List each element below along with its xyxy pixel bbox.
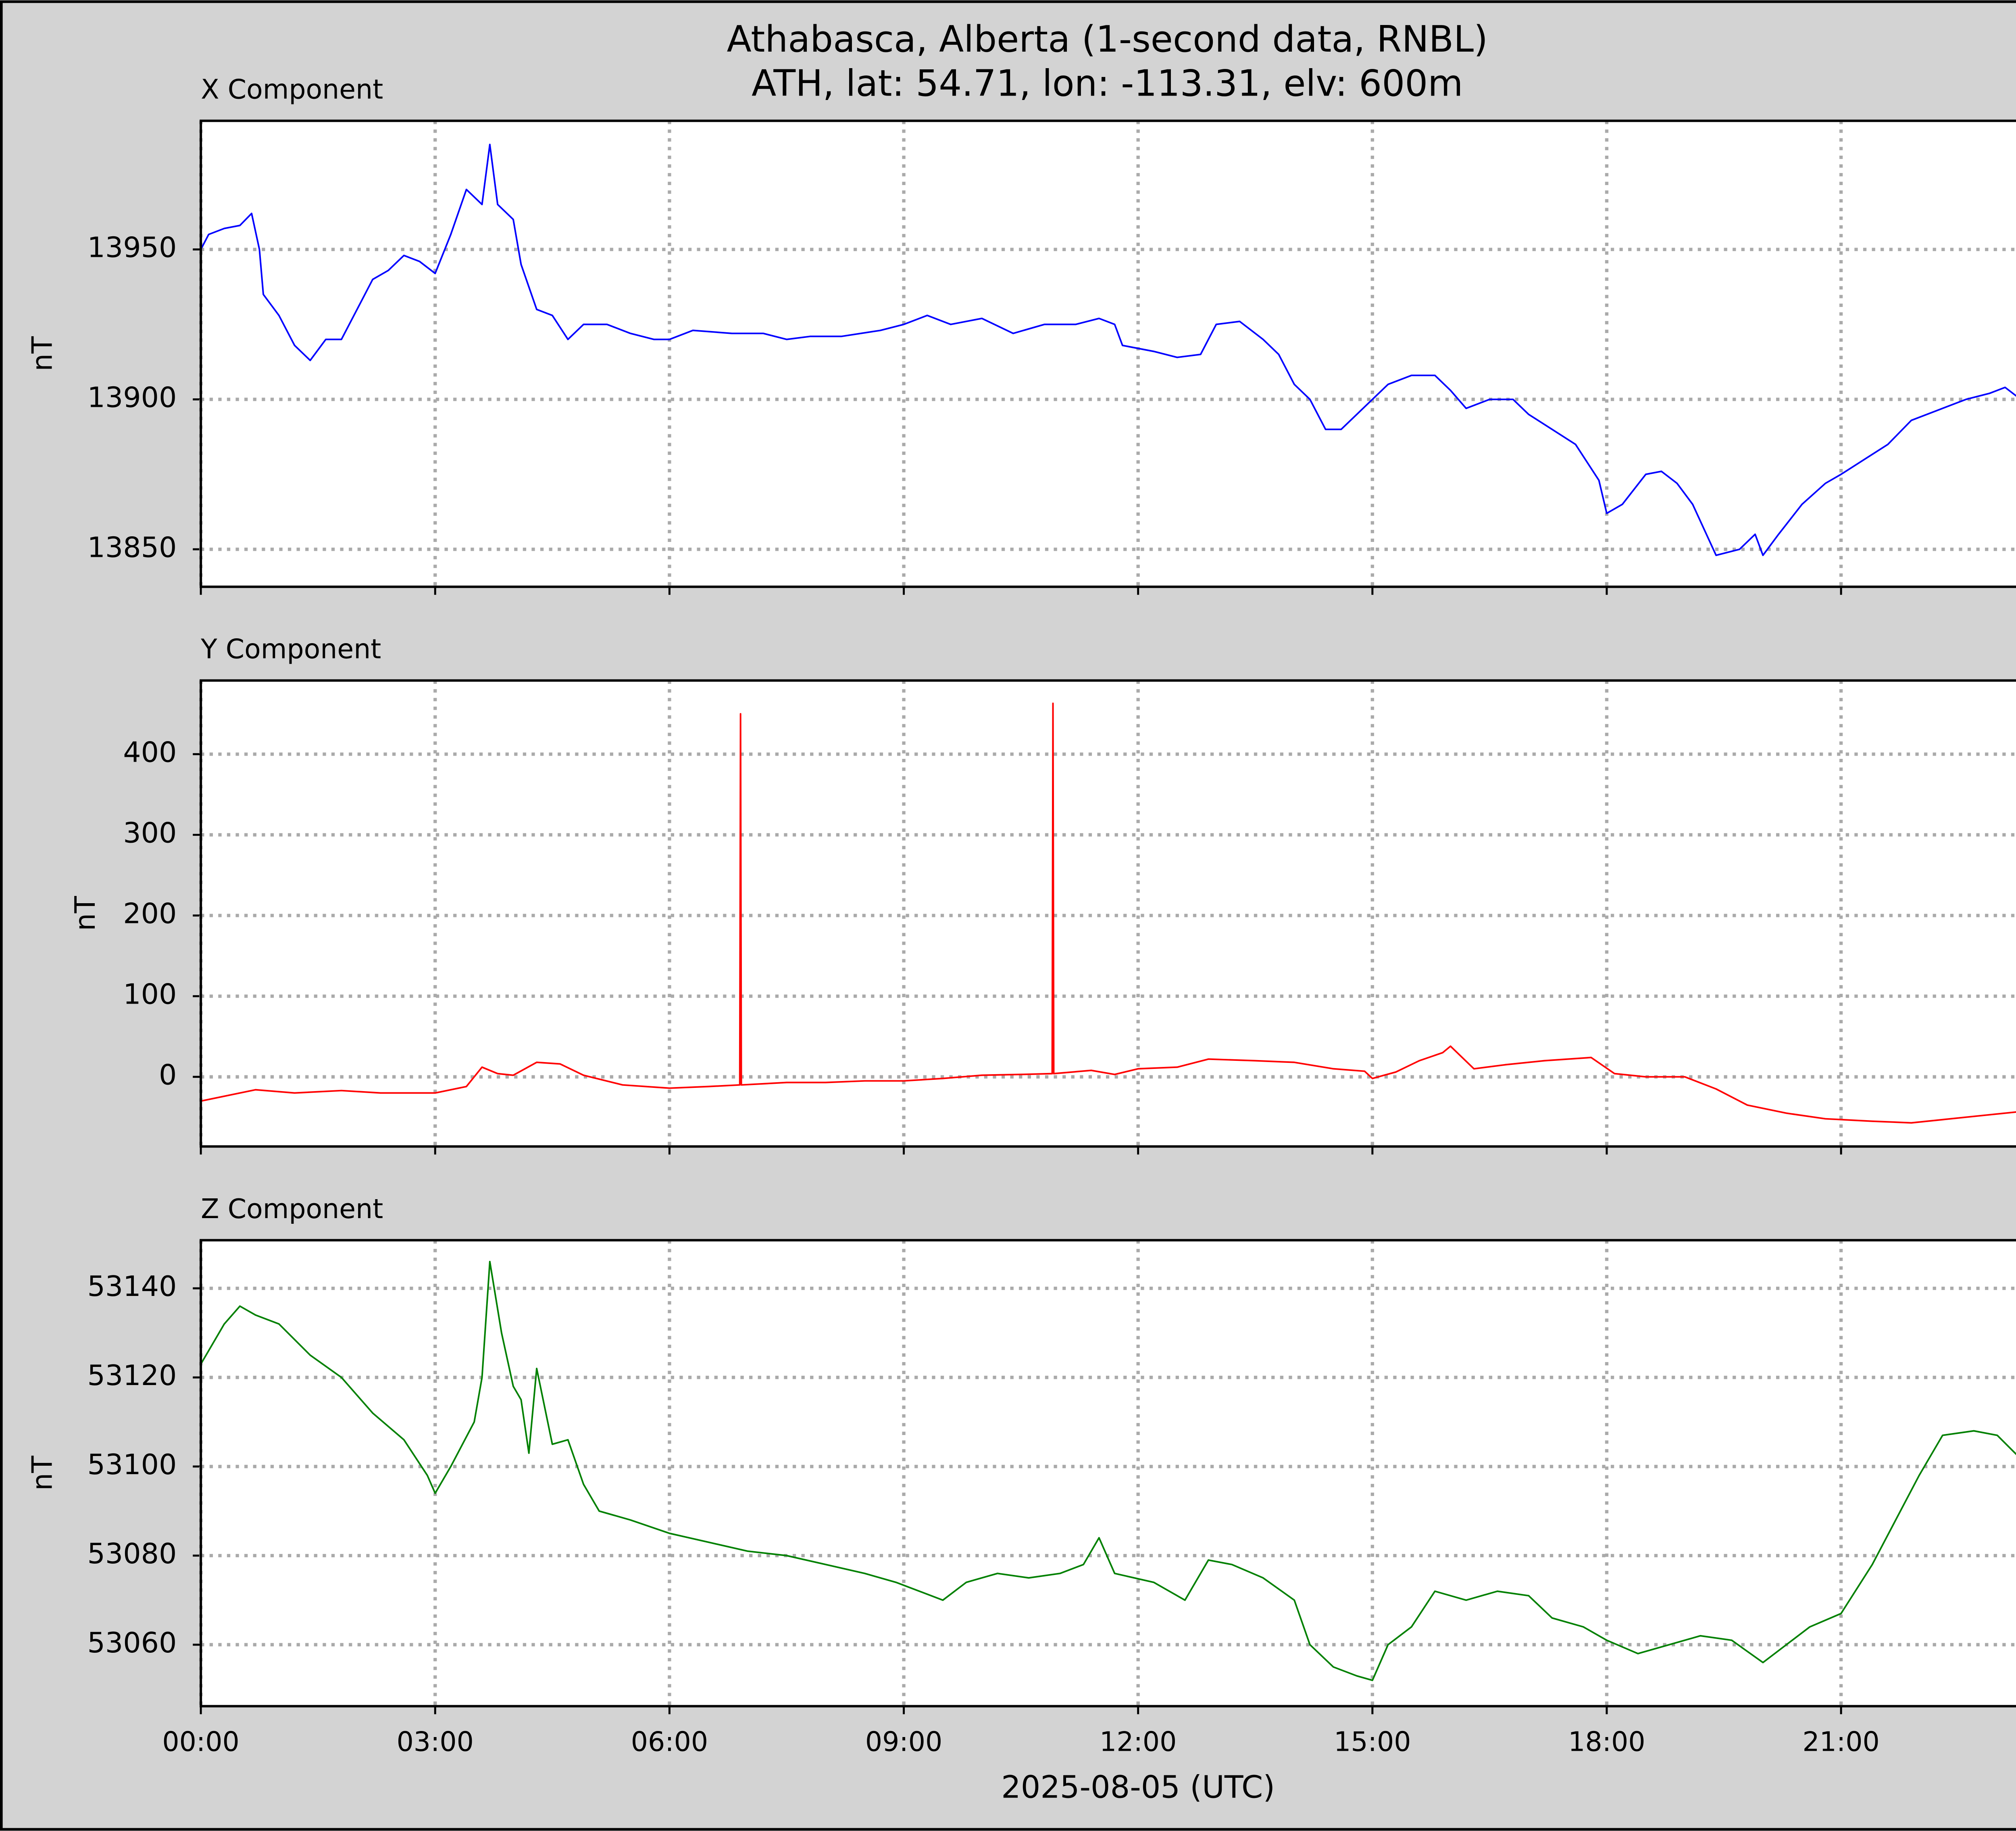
panel-title: Y Component xyxy=(200,633,381,665)
y-axis-label: nT xyxy=(26,336,59,371)
y-tick-label: 13850 xyxy=(87,531,177,564)
y-tick-label: 200 xyxy=(123,898,177,930)
plot-area xyxy=(201,680,2016,1147)
y-tick-label: 0 xyxy=(159,1059,177,1092)
x-tick-label: 18:00 xyxy=(1568,1726,1645,1757)
figure-subtitle: ATH, lat: 54.71, lon: -113.31, elv: 600m xyxy=(752,63,1463,105)
x-tick-label: 09:00 xyxy=(865,1726,942,1757)
plot-area xyxy=(201,1240,2016,1706)
y-tick-label: 53100 xyxy=(87,1448,177,1481)
plot-frame xyxy=(200,1239,2016,1708)
panel-title: X Component xyxy=(201,74,383,105)
x-tick-label: 06:00 xyxy=(631,1726,708,1757)
plot-frame xyxy=(200,679,2016,1148)
y-tick-label: 300 xyxy=(123,817,177,849)
y-tick-label: 13900 xyxy=(87,381,177,414)
panel-title: Z Component xyxy=(201,1193,383,1225)
x-tick-label: 15:00 xyxy=(1334,1726,1411,1757)
plot-area xyxy=(201,121,2016,587)
y-tick-label: 53140 xyxy=(87,1270,177,1303)
y-tick-label: 100 xyxy=(123,978,177,1011)
figure-title: Athabasca, Alberta (1-second data, RNBL) xyxy=(727,19,1488,60)
y-tick-label: 53080 xyxy=(87,1537,177,1570)
data-line xyxy=(201,702,2016,1124)
y-tick-label: 13950 xyxy=(87,231,177,264)
plot-frame xyxy=(200,119,2016,588)
y-axis-label: nT xyxy=(69,896,102,931)
data-line xyxy=(201,144,2016,556)
y-tick-label: 53060 xyxy=(87,1627,177,1659)
y-tick-label: 400 xyxy=(123,736,177,769)
x-axis-label: 2025-08-05 (UTC) xyxy=(1001,1769,1275,1805)
x-tick-label: 12:00 xyxy=(1100,1726,1177,1757)
y-tick-label: 53120 xyxy=(87,1359,177,1392)
x-tick-label: 21:00 xyxy=(1802,1726,1879,1757)
x-tick-label: 03:00 xyxy=(397,1726,474,1757)
y-axis-label: nT xyxy=(26,1456,59,1491)
data-line xyxy=(201,1260,2016,1681)
x-tick-label: 00:00 xyxy=(162,1726,239,1757)
